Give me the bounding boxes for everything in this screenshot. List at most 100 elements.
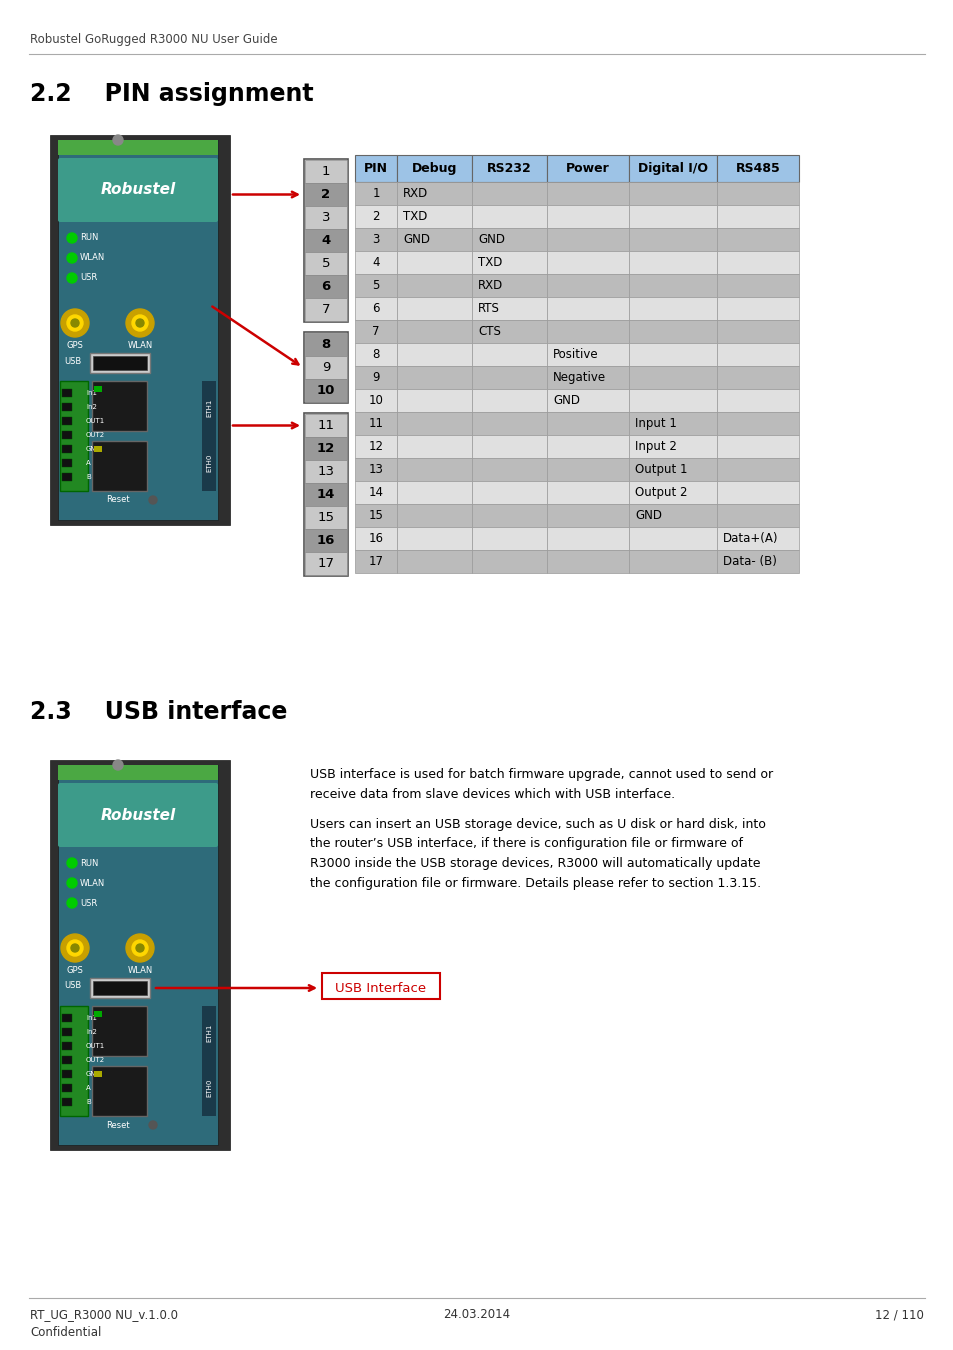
Text: Robustel: Robustel [100,182,175,197]
Text: 2: 2 [321,188,331,201]
Circle shape [112,135,123,144]
Text: 17: 17 [317,558,335,570]
Text: 10: 10 [316,383,335,397]
Circle shape [132,315,148,331]
Circle shape [67,940,83,956]
Bar [305,184,347,207]
Bar [717,251,799,274]
Bar [396,297,472,320]
Text: 12 / 110: 12 / 110 [874,1308,923,1322]
Text: 11: 11 [317,418,335,432]
Bar [472,155,546,182]
Bar [396,251,472,274]
Text: GND: GND [86,446,102,452]
Text: 7: 7 [372,325,379,338]
Bar [717,205,799,228]
Bar [60,381,88,491]
Text: 1: 1 [321,165,330,178]
Text: 3: 3 [321,211,330,224]
Text: B: B [86,474,91,481]
Text: 24.03.2014: 24.03.2014 [443,1308,510,1322]
Text: 9: 9 [372,371,379,383]
Bar [305,483,347,506]
Bar [355,343,396,366]
Text: GND: GND [553,394,579,406]
Text: 2.2    PIN assignment: 2.2 PIN assignment [30,82,314,107]
Text: ETH0: ETH0 [206,454,212,472]
Bar [472,205,546,228]
Bar [305,252,347,275]
Circle shape [132,940,148,956]
Bar [305,379,347,402]
Text: 14: 14 [368,486,383,500]
Bar [305,552,347,575]
Bar [717,481,799,504]
Text: 4: 4 [321,234,331,247]
Bar [60,1006,88,1116]
Bar [50,135,230,525]
Bar [472,320,546,343]
Text: WLAN: WLAN [128,967,152,975]
Text: 3: 3 [372,234,379,246]
Text: 13: 13 [368,463,383,477]
Text: USB: USB [64,356,81,366]
Bar [717,366,799,389]
Circle shape [126,309,153,338]
Bar [472,366,546,389]
Text: ETH1: ETH1 [206,398,212,417]
Text: 14: 14 [316,487,335,501]
Text: RUN: RUN [80,859,98,868]
Bar [628,155,717,182]
Text: 12: 12 [368,440,383,454]
Bar [305,460,347,483]
Text: 2: 2 [372,211,379,223]
Bar [355,526,396,549]
Text: OUT1: OUT1 [86,1044,105,1049]
Bar [472,182,546,205]
Bar [355,205,396,228]
Bar [355,389,396,412]
Bar [717,526,799,549]
Bar [546,435,628,458]
Bar [92,356,147,370]
Bar [62,431,71,439]
Text: TXD: TXD [477,256,502,269]
Text: USB Interface: USB Interface [335,981,426,995]
Bar [717,274,799,297]
Bar [546,320,628,343]
Bar [355,366,396,389]
Bar [304,159,348,323]
Bar [717,228,799,251]
Text: 5: 5 [372,279,379,292]
Bar [546,366,628,389]
Bar [546,155,628,182]
Text: TXD: TXD [402,211,427,223]
Bar [628,549,717,572]
Bar [62,472,71,481]
Bar [58,765,218,780]
Text: 13: 13 [317,464,335,478]
Text: 17: 17 [368,555,383,568]
Bar [472,228,546,251]
Bar [472,251,546,274]
Bar [546,182,628,205]
Bar [92,981,147,995]
Text: GND: GND [635,509,661,522]
Circle shape [67,878,77,888]
Text: Output 1: Output 1 [635,463,687,477]
Text: Debug: Debug [412,162,456,176]
Bar [546,205,628,228]
Bar [305,437,347,460]
Text: GND: GND [477,234,504,246]
Text: USR: USR [80,274,97,282]
Text: GPS: GPS [67,967,83,975]
Bar [628,526,717,549]
Bar [717,155,799,182]
Text: 6: 6 [372,302,379,315]
Text: In2: In2 [86,404,97,410]
FancyBboxPatch shape [58,783,218,846]
Bar [546,481,628,504]
Bar [396,274,472,297]
Bar [62,1071,71,1079]
Bar [396,205,472,228]
